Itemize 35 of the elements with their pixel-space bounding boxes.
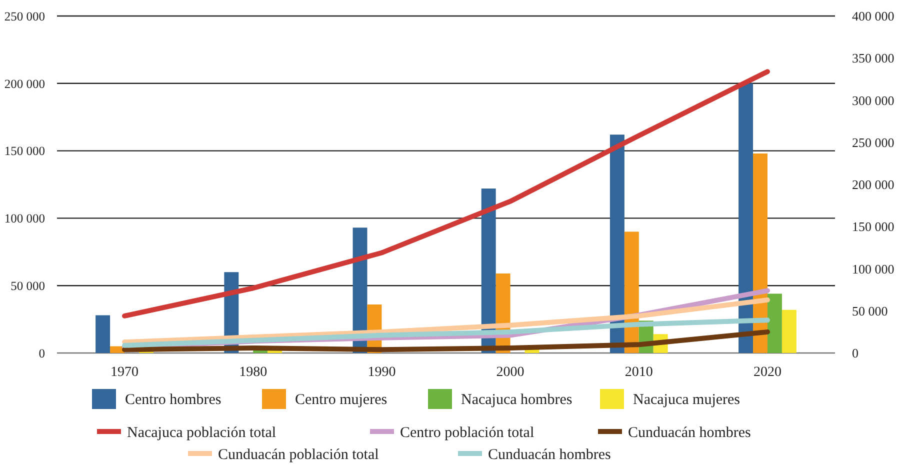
y2-tick-label: 150 000 — [852, 219, 894, 234]
legend-label: Nacajuca hombres — [461, 392, 572, 408]
y-tick-label: 0 — [38, 346, 45, 360]
bar — [610, 134, 624, 353]
y-tick-label: 100 000 — [4, 212, 45, 226]
y2-tick-label: 50 000 — [852, 303, 888, 318]
y2-tick-label: 300 000 — [852, 92, 894, 108]
y-tick-label: 150 000 — [4, 144, 45, 158]
legend-label: Cunduacán población total — [218, 447, 379, 463]
x-tick-label: 2010 — [624, 365, 653, 380]
bar — [767, 294, 782, 353]
x-tick-label: 1980 — [239, 365, 268, 380]
x-tick-label: 2020 — [753, 365, 782, 380]
x-tick-label: 1990 — [368, 365, 396, 380]
bar — [782, 310, 796, 353]
bar — [96, 315, 110, 353]
y-tick-label: 200 000 — [4, 76, 45, 91]
y2-tick-label: 250 000 — [852, 134, 894, 150]
legend-label: Centro mujeres — [295, 392, 388, 408]
legend-label: Nacajuca población total — [127, 425, 276, 441]
y2-tick-label: 200 000 — [852, 177, 894, 192]
y2-tick-label: 350 000 — [852, 50, 894, 66]
legend-label: Centro población total — [400, 425, 534, 441]
x-tick-label: 2000 — [496, 365, 524, 380]
x-tick-label: 1970 — [110, 365, 139, 380]
y2-tick-label: 400 000 — [852, 8, 894, 24]
y-tick-label: 250 000 — [4, 9, 45, 24]
y2-tick-label: 0 — [852, 346, 858, 361]
legend-label: Nacajuca mujeres — [633, 392, 740, 408]
bar — [738, 83, 754, 353]
y-tick-label: 50 000 — [10, 278, 45, 293]
legend-label: Centro hombres — [125, 392, 222, 408]
y2-tick-label: 100 000 — [852, 261, 894, 276]
legend-label: Cunduacán hombres — [628, 425, 752, 441]
legend-label: Cunduacán hombres — [488, 447, 612, 463]
